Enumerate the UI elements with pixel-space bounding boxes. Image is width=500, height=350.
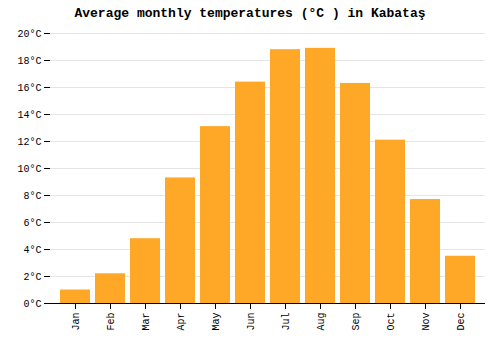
svg-text:Jun: Jun [246, 313, 257, 331]
html-text:Average monthly temperatures (: Average monthly temperatures (°C ) in Ka… [74, 6, 426, 21]
svg-text:Oct: Oct [386, 313, 397, 331]
svg-text:20°C: 20°C [17, 29, 41, 40]
svg-text:2°C: 2°C [23, 272, 41, 283]
svg-text:0°C: 0°C [23, 299, 41, 310]
svg-text:Dec: Dec [456, 313, 467, 331]
svg-text:16°C: 16°C [17, 83, 41, 94]
svg-text:10°C: 10°C [17, 164, 41, 175]
svg-text:6°C: 6°C [23, 218, 41, 229]
svg-text:8°C: 8°C [23, 191, 41, 202]
svg-text:Feb: Feb [106, 313, 117, 331]
svg-text:Jul: Jul [281, 313, 292, 331]
svg-text:May: May [211, 313, 222, 331]
svg-text:Sep: Sep [351, 313, 362, 331]
svg-text:Apr: Apr [176, 313, 187, 331]
svg-text:Jan: Jan [71, 313, 82, 331]
svg-text:4°C: 4°C [23, 245, 41, 256]
svg-text:Mar: Mar [141, 313, 152, 331]
svg-text:Nov: Nov [421, 313, 432, 331]
svg-text:14°C: 14°C [17, 110, 41, 121]
svg-text:Aug: Aug [316, 313, 327, 331]
svg-text:12°C: 12°C [17, 137, 41, 148]
svg-text:18°C: 18°C [17, 56, 41, 67]
